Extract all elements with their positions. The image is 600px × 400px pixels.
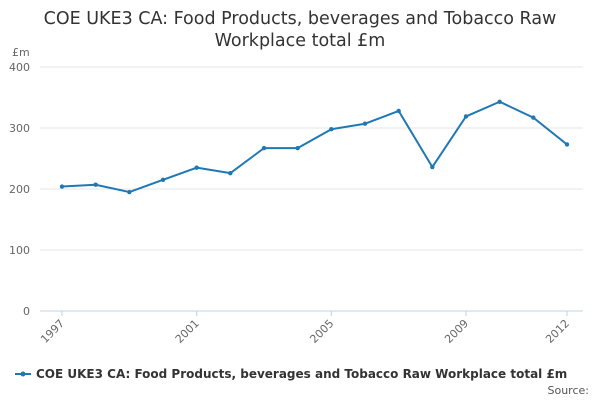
legend: COE UKE3 CA: Food Products, beverages an… xyxy=(14,366,567,382)
chart-title: COE UKE3 CA: Food Products, beverages an… xyxy=(0,8,600,52)
gridlines xyxy=(40,66,583,251)
y-axis-unit-label: £m xyxy=(12,46,30,59)
y-tick-label-200: 200 xyxy=(9,183,30,196)
y-tick-label-100: 100 xyxy=(9,244,30,257)
x-tick-label-1997: 1997 xyxy=(38,317,67,346)
data-point-2012 xyxy=(564,142,570,147)
data-point-2004 xyxy=(295,145,300,151)
data-point-2009 xyxy=(463,114,469,119)
data-point-2003 xyxy=(261,145,267,151)
data-point-2011 xyxy=(531,115,536,120)
data-point-2001 xyxy=(194,165,199,170)
legend-line-marker-icon xyxy=(15,371,31,377)
data-point-2000 xyxy=(160,177,166,183)
series-layer xyxy=(59,99,570,195)
data-point-2008 xyxy=(430,164,435,170)
x-tick-label-2012: 2012 xyxy=(543,317,572,346)
x-axis: 1997 2001 2005 2009 2012 xyxy=(38,310,583,346)
data-point-1997 xyxy=(59,184,65,189)
x-tick-label-2001: 2001 xyxy=(173,317,202,346)
source-label: Source: xyxy=(547,384,590,397)
x-tick-label-2009: 2009 xyxy=(442,317,471,346)
y-tick-label-300: 300 xyxy=(9,122,30,135)
chart-title-line-2: Workplace total £m xyxy=(214,31,386,51)
data-point-2002 xyxy=(228,170,233,176)
y-tick-label-0: 0 xyxy=(23,305,30,318)
legend-series-label: COE UKE3 CA: Food Products, beverages an… xyxy=(36,367,568,381)
data-point-1999 xyxy=(127,189,132,195)
data-point-2005 xyxy=(329,127,334,132)
data-point-2007 xyxy=(396,108,401,114)
series-line-0 xyxy=(61,100,568,194)
y-tick-label-400: 400 xyxy=(9,61,30,74)
y-axis-ticks: 0 100 200 300 400 xyxy=(9,61,30,318)
data-point-2010 xyxy=(497,99,502,104)
chart-title-line-1: COE UKE3 CA: Food Products, beverages an… xyxy=(43,9,557,29)
data-point-2006 xyxy=(362,121,368,126)
data-point-1998 xyxy=(93,182,98,187)
x-tick-label-2005: 2005 xyxy=(307,317,336,346)
